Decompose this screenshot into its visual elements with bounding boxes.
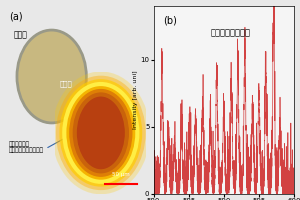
Text: 櫛状のスペクトル: 櫛状のスペクトル [211,29,251,38]
Text: レーザー発振
（円盤の周囲に発生）: レーザー発振 （円盤の周囲に発生） [9,141,44,153]
Text: (a): (a) [9,12,22,22]
Y-axis label: Intensity [arb. uni]: Intensity [arb. uni] [133,71,138,129]
Text: (b): (b) [163,15,177,25]
